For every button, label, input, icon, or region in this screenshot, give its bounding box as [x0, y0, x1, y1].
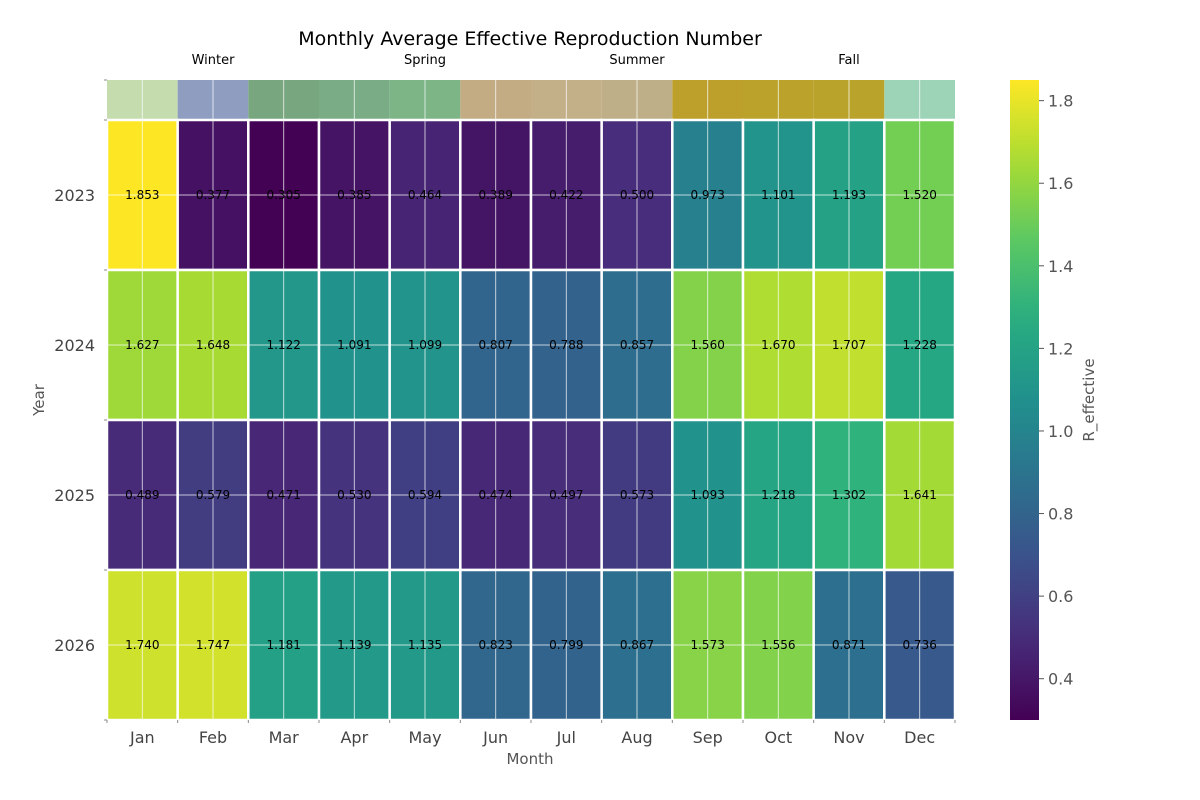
y-tick-label: 2024: [54, 336, 95, 355]
cell-value-label: 1.091: [337, 338, 371, 352]
colorbar-tick-label: 0.4: [1048, 670, 1073, 689]
x-tick-label: May: [408, 728, 441, 747]
cell-value-label: 1.193: [832, 188, 866, 202]
cell-value-label: 0.807: [478, 338, 512, 352]
cell-value-label: 0.594: [408, 488, 442, 502]
cell-value-label: 1.139: [337, 638, 371, 652]
cell-value-label: 0.389: [478, 188, 512, 202]
x-tick-label: Jan: [129, 728, 155, 747]
colorbar-label: R_effective: [1080, 358, 1099, 441]
x-tick-label: Mar: [269, 728, 300, 747]
season-label: Winter: [192, 53, 236, 68]
x-axis-label: Month: [506, 750, 553, 768]
x-tick-label: Jul: [556, 728, 576, 747]
colorbar-tick-label: 1.8: [1048, 92, 1073, 111]
y-axis-label: Year: [30, 383, 48, 417]
cell-value-label: 0.385: [337, 188, 371, 202]
y-tick-label: 2026: [54, 636, 95, 655]
cell-value-label: 0.471: [266, 488, 300, 502]
cell-value-label: 0.464: [408, 188, 442, 202]
colorbar-tick-label: 1.6: [1048, 174, 1073, 193]
cell-value-label: 0.474: [478, 488, 512, 502]
y-tick-label: 2023: [54, 186, 95, 205]
colorbar-tick-label: 0.6: [1048, 587, 1073, 606]
cell-value-label: 1.218: [761, 488, 795, 502]
cell-value-label: 1.135: [408, 638, 442, 652]
cell-value-label: 1.093: [690, 488, 724, 502]
cell-value-label: 1.853: [125, 188, 159, 202]
x-tick-label: Sep: [693, 728, 723, 747]
cell-value-label: 1.101: [761, 188, 795, 202]
cell-value-label: 0.305: [266, 188, 300, 202]
cell-value-label: 0.799: [549, 638, 583, 652]
cell-value-label: 0.857: [620, 338, 654, 352]
colorbar-tick-label: 1.4: [1048, 257, 1073, 276]
cell-value-label: 1.560: [690, 338, 724, 352]
season-label: Fall: [838, 53, 859, 68]
x-tick-label: Oct: [764, 728, 792, 747]
colorbar-tick-label: 0.8: [1048, 505, 1073, 524]
season-label: Summer: [609, 53, 665, 68]
cell-value-label: 1.556: [761, 638, 795, 652]
cell-value-label: 0.573: [620, 488, 654, 502]
x-tick-label: Apr: [340, 728, 368, 747]
season-label: Spring: [404, 53, 446, 68]
cell-value-label: 1.122: [266, 338, 300, 352]
x-tick-label: Jun: [482, 728, 508, 747]
cell-value-label: 1.670: [761, 338, 795, 352]
cell-value-label: 0.736: [902, 638, 936, 652]
cell-value-label: 1.228: [902, 338, 936, 352]
y-tick-label: 2025: [54, 486, 95, 505]
chart-title: Monthly Average Effective Reproduction N…: [298, 28, 762, 50]
colorbar-tick-label: 1.0: [1048, 422, 1073, 441]
x-tick-label: Feb: [199, 728, 227, 747]
cell-value-label: 1.099: [408, 338, 442, 352]
cell-value-label: 1.520: [902, 188, 936, 202]
cell-value-label: 0.973: [690, 188, 724, 202]
cell-value-label: 1.648: [196, 338, 230, 352]
cell-value-label: 1.641: [902, 488, 936, 502]
cell-value-label: 0.823: [478, 638, 512, 652]
cell-value-label: 0.489: [125, 488, 159, 502]
x-tick-label: Aug: [621, 728, 652, 747]
cell-value-label: 1.573: [690, 638, 724, 652]
cell-value-label: 1.181: [266, 638, 300, 652]
cell-value-label: 1.302: [832, 488, 866, 502]
cell-value-label: 1.707: [832, 338, 866, 352]
cell-value-label: 0.497: [549, 488, 583, 502]
colorbar: [1010, 80, 1039, 720]
cell-value-label: 1.747: [196, 638, 230, 652]
cell-value-label: 0.500: [620, 188, 654, 202]
cell-value-label: 0.788: [549, 338, 583, 352]
cell-value-label: 0.871: [832, 638, 866, 652]
cell-value-label: 0.579: [196, 488, 230, 502]
x-tick-label: Dec: [904, 728, 935, 747]
x-tick-label: Nov: [833, 728, 864, 747]
colorbar-tick-label: 1.2: [1048, 339, 1073, 358]
cell-value-label: 0.530: [337, 488, 371, 502]
cell-value-label: 1.627: [125, 338, 159, 352]
cell-value-label: 0.377: [196, 188, 230, 202]
cell-value-label: 0.422: [549, 188, 583, 202]
cell-value-label: 0.867: [620, 638, 654, 652]
cell-value-label: 1.740: [125, 638, 159, 652]
